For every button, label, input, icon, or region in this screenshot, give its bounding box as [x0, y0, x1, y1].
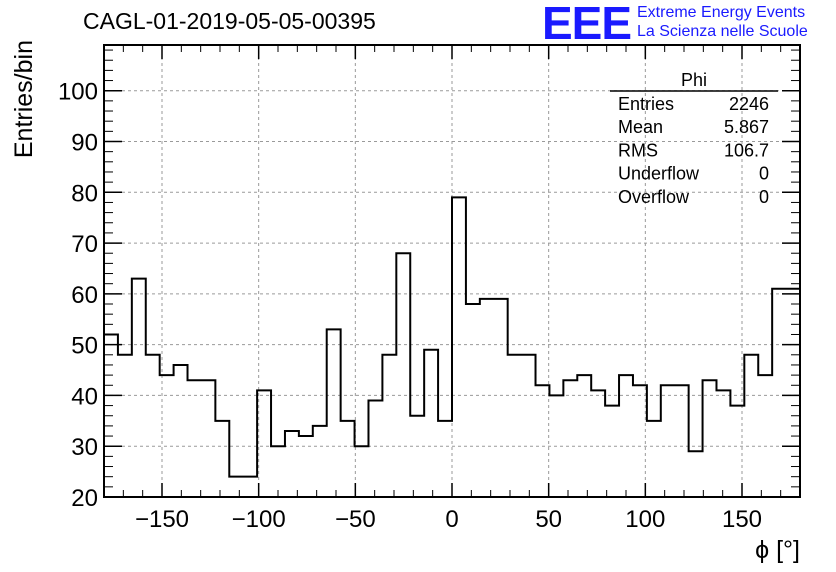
- y-tick-label: 90: [71, 129, 98, 156]
- stats-rows: Entries 2246 Mean 5.867 RMS 106.7 Underflow 0 Ov…: [618, 94, 769, 207]
- y-tick-label: 50: [71, 333, 98, 360]
- x-tick-label: 50: [535, 506, 562, 533]
- stats-box: Phi Entries 2246 Mean 5.867 RMS 106.7 Underflo…: [610, 70, 778, 207]
- stats-value: 2246: [729, 94, 769, 114]
- stats-title: Phi: [681, 70, 707, 90]
- histogram-line: [104, 196, 800, 478]
- stats-value: 106.7: [724, 140, 769, 160]
- x-tick-label: −150: [135, 506, 189, 533]
- y-axis-label: Entries/bin: [10, 40, 38, 158]
- x-tick-label: 100: [625, 506, 665, 533]
- y-tick-label: 80: [71, 180, 98, 207]
- logo-caption-line1: Extreme Energy Events: [637, 4, 806, 21]
- y-tick-label: 100: [58, 79, 98, 106]
- stats-label: Underflow: [618, 164, 700, 184]
- stats-value: 5.867: [724, 117, 769, 137]
- y-tick-label: 70: [71, 231, 98, 258]
- stats-label: Mean: [618, 117, 663, 137]
- x-tick-label: 150: [722, 506, 762, 533]
- y-tick-label: 60: [71, 282, 98, 309]
- x-tick-label: −100: [232, 506, 286, 533]
- stats-value: 0: [759, 164, 769, 184]
- y-tick-label: 40: [71, 383, 98, 410]
- x-axis-label: ϕ [°]: [755, 536, 800, 564]
- stats-label: Entries: [618, 94, 674, 114]
- stats-label: RMS: [618, 140, 658, 160]
- plot-title: CAGL-01-2019-05-05-00395: [83, 8, 376, 34]
- logo-caption: Extreme Energy Events La Scienza nelle S…: [637, 3, 808, 41]
- axis-ticks: [104, 45, 800, 498]
- eee-logo: EEE: [542, 0, 632, 49]
- stats-label: Overflow: [618, 187, 690, 207]
- logo-caption-line2: La Scienza nelle Scuole: [637, 23, 808, 40]
- y-tick-label: 30: [71, 434, 98, 461]
- x-tick-label: 0: [445, 506, 458, 533]
- y-tick-label: 20: [71, 485, 98, 512]
- stats-value: 0: [759, 187, 769, 207]
- x-tick-label: −50: [335, 506, 376, 533]
- tick-labels: −150 −100 −50 0 50 100 150 20 30 40 50 60 70 80 90 100: [58, 79, 762, 533]
